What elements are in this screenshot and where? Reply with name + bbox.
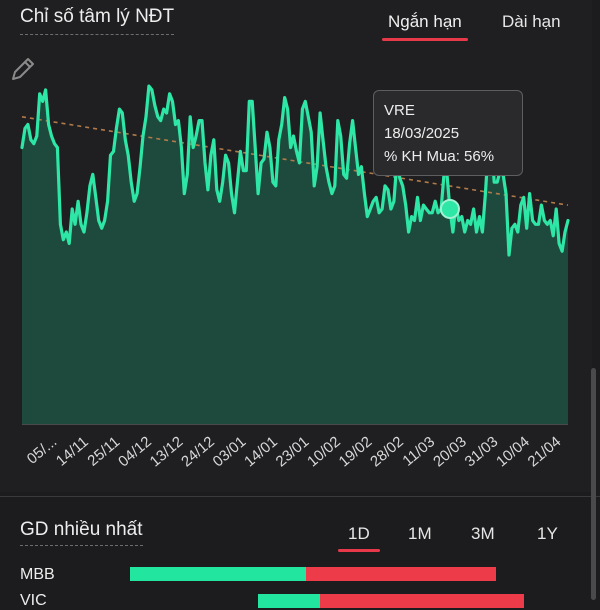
x-tick-label: 10/04: [493, 433, 533, 470]
stock-label-vic[interactable]: VIC: [20, 592, 47, 609]
stock-label-mbb[interactable]: MBB: [20, 566, 55, 583]
x-tick-label: 05/...: [24, 433, 60, 467]
pencil-icon[interactable]: [8, 54, 38, 84]
tab-long-term-label: Dài hạn: [502, 12, 561, 31]
section-divider: [0, 496, 600, 497]
period-tab-1m[interactable]: 1M: [408, 524, 432, 544]
period-tab-1d[interactable]: 1D: [338, 524, 380, 552]
x-tick-label: 14/11: [53, 433, 92, 469]
chart-area-fill: [22, 86, 568, 424]
tab-short-term-label: Ngắn hạn: [388, 12, 462, 31]
x-tick-label: 10/02: [304, 433, 344, 470]
period-tab-1y[interactable]: 1Y: [537, 524, 558, 544]
x-tick-label: 23/01: [273, 433, 313, 470]
active-period-underline: [338, 549, 380, 552]
mbb-sell-bar: [305, 567, 496, 581]
x-tick-label: 13/12: [147, 433, 187, 470]
tooltip-symbol: VRE: [384, 102, 415, 119]
period-tab-3m-label: 3M: [471, 524, 495, 543]
x-tick-label: 20/03: [430, 433, 470, 470]
chart-tooltip: VRE 18/03/2025 % KH Mua: 56%: [373, 90, 523, 176]
page-title: Chỉ số tâm lý NĐT: [20, 6, 175, 35]
x-tick-label: 19/02: [336, 433, 376, 470]
tooltip-date: 18/03/2025: [384, 125, 460, 142]
x-tick-label: 14/01: [241, 433, 281, 470]
tab-long-term[interactable]: Dài hạn: [502, 12, 561, 32]
x-tick-label: 04/12: [115, 433, 155, 470]
sentiment-line-chart[interactable]: 05/...14/1125/1104/1213/1224/1203/0114/0…: [0, 0, 600, 496]
sentiment-series-line: [20, 84, 570, 257]
tooltip-metric: % KH Mua: 56%: [384, 148, 495, 165]
tab-short-term[interactable]: Ngắn hạn: [382, 12, 468, 41]
most-traded-title: GD nhiều nhất: [20, 519, 143, 546]
x-tick-label: 25/11: [84, 433, 123, 469]
x-tick-label: 28/02: [367, 433, 407, 470]
x-tick-label: 03/01: [210, 433, 250, 470]
active-tab-underline: [382, 38, 468, 41]
period-tab-1y-label: 1Y: [537, 524, 558, 543]
highlight-point: [439, 198, 460, 219]
vic-buy-bar: [258, 594, 321, 608]
vic-sell-bar: [320, 594, 524, 608]
period-tab-3m[interactable]: 3M: [471, 524, 495, 544]
mbb-buy-bar: [130, 567, 306, 581]
period-tab-1d-label: 1D: [348, 524, 370, 543]
period-tab-1m-label: 1M: [408, 524, 432, 543]
x-tick-label: 31/03: [462, 433, 502, 470]
x-tick-label: 21/04: [525, 433, 565, 470]
x-tick-label: 11/03: [399, 433, 438, 469]
scrollbar[interactable]: [591, 368, 596, 600]
x-tick-label: 24/12: [178, 433, 218, 470]
